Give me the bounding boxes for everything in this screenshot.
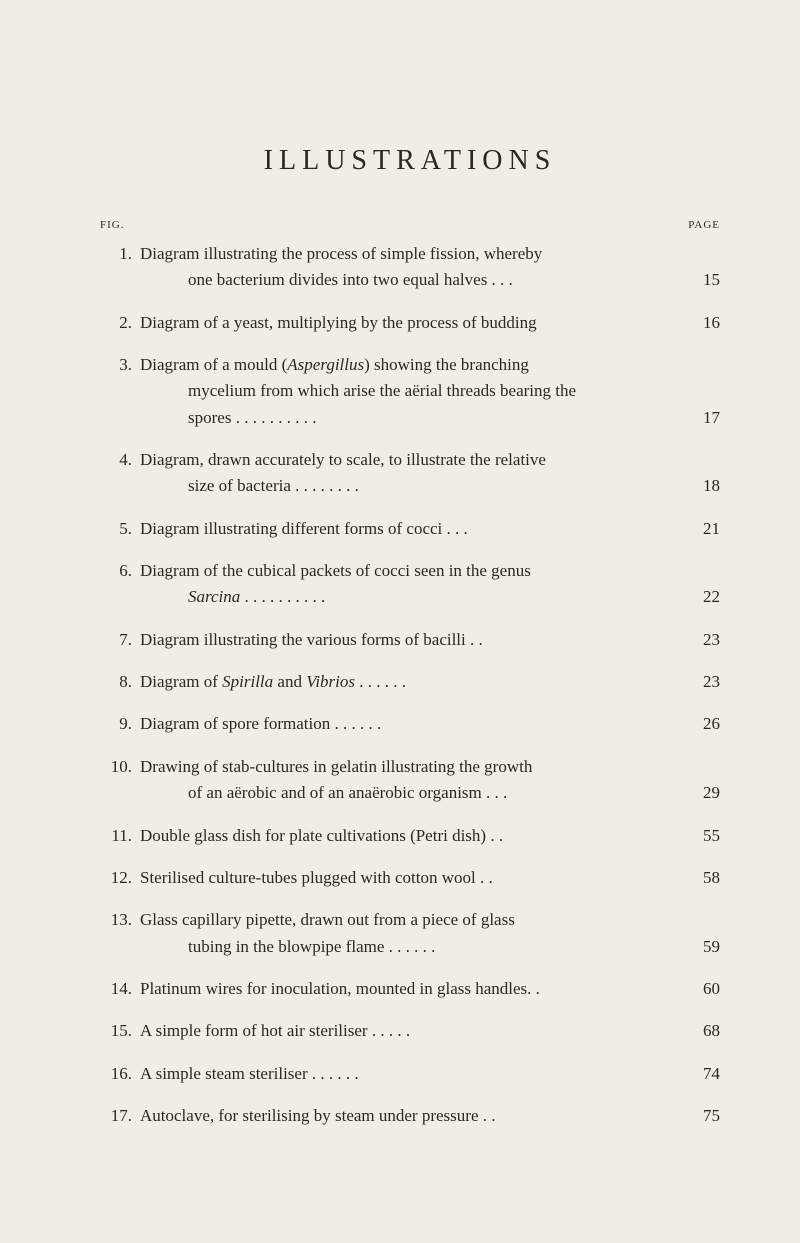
entry-number: 5.: [100, 516, 140, 542]
entry-line: Glass capillary pipette, drawn out from …: [140, 907, 672, 933]
entry-page-number: 55: [686, 823, 720, 849]
entry-text: Diagram illustrating the process of simp…: [140, 241, 686, 294]
list-item: 1.Diagram illustrating the process of si…: [100, 241, 720, 294]
entry-line: Diagram of spore formation . . . . . .: [140, 711, 672, 737]
entry-number: 17.: [100, 1103, 140, 1129]
entry-page-number: 75: [686, 1103, 720, 1129]
entry-text: Autoclave, for sterilising by steam unde…: [140, 1103, 686, 1129]
entry-number: 9.: [100, 711, 140, 737]
list-item: 3.Diagram of a mould (Aspergillus) showi…: [100, 352, 720, 431]
entry-number: 3.: [100, 352, 140, 378]
entry-text: Diagram illustrating the various forms o…: [140, 627, 686, 653]
entry-text: Double glass dish for plate cultivations…: [140, 823, 686, 849]
header-row: FIG. PAGE: [100, 219, 720, 231]
entry-page-number: 16: [686, 310, 720, 336]
entry-line: Sterilised culture-tubes plugged with co…: [140, 865, 672, 891]
entry-line: mycelium from which arise the aërial thr…: [140, 378, 672, 404]
list-item: 8.Diagram of Spirilla and Vibrios . . . …: [100, 669, 720, 695]
entry-page-number: 23: [686, 669, 720, 695]
entry-number: 1.: [100, 241, 140, 267]
entry-line: Diagram illustrating different forms of …: [140, 516, 672, 542]
list-item: 5.Diagram illustrating different forms o…: [100, 516, 720, 542]
entry-line: Double glass dish for plate cultivations…: [140, 823, 672, 849]
entry-line: Diagram of Spirilla and Vibrios . . . . …: [140, 669, 672, 695]
entry-line: Diagram illustrating the various forms o…: [140, 627, 672, 653]
list-item: 2.Diagram of a yeast, multiplying by the…: [100, 310, 720, 336]
entry-line: Diagram of a mould (Aspergillus) showing…: [140, 352, 672, 378]
entry-line: A simple steam steriliser . . . . . .: [140, 1061, 672, 1087]
entry-page-number: 26: [686, 711, 720, 737]
entry-text: Diagram of a mould (Aspergillus) showing…: [140, 352, 686, 431]
entry-text: Glass capillary pipette, drawn out from …: [140, 907, 686, 960]
list-item: 13.Glass capillary pipette, drawn out fr…: [100, 907, 720, 960]
list-item: 10.Drawing of stab-cultures in gelatin i…: [100, 754, 720, 807]
list-item: 7.Diagram illustrating the various forms…: [100, 627, 720, 653]
entry-number: 6.: [100, 558, 140, 584]
entry-number: 14.: [100, 976, 140, 1002]
entry-page-number: 22: [686, 584, 720, 610]
entry-page-number: 18: [686, 473, 720, 499]
entry-line: Autoclave, for sterilising by steam unde…: [140, 1103, 672, 1129]
entry-page-number: 60: [686, 976, 720, 1002]
entry-page-number: 74: [686, 1061, 720, 1087]
entry-page-number: 68: [686, 1018, 720, 1044]
entry-page-number: 23: [686, 627, 720, 653]
entry-line: Sarcina . . . . . . . . . .: [140, 584, 672, 610]
list-item: 11.Double glass dish for plate cultivati…: [100, 823, 720, 849]
entry-line: one bacterium divides into two equal hal…: [140, 267, 672, 293]
entry-line: Platinum wires for inoculation, mounted …: [140, 976, 672, 1002]
entry-line: Diagram illustrating the process of simp…: [140, 241, 672, 267]
entry-number: 8.: [100, 669, 140, 695]
entry-text: Diagram of the cubical packets of cocci …: [140, 558, 686, 611]
list-item: 17.Autoclave, for sterilising by steam u…: [100, 1103, 720, 1129]
entries-list: 1.Diagram illustrating the process of si…: [100, 241, 720, 1129]
entry-text: Diagram illustrating different forms of …: [140, 516, 686, 542]
entry-text: Platinum wires for inoculation, mounted …: [140, 976, 686, 1002]
entry-number: 2.: [100, 310, 140, 336]
entry-line: Drawing of stab-cultures in gelatin illu…: [140, 754, 672, 780]
entry-line: spores . . . . . . . . . .: [140, 405, 672, 431]
entry-page-number: 29: [686, 780, 720, 806]
entry-text: Sterilised culture-tubes plugged with co…: [140, 865, 686, 891]
entry-text: Diagram of Spirilla and Vibrios . . . . …: [140, 669, 686, 695]
entry-line: Diagram of a yeast, multiplying by the p…: [140, 310, 672, 336]
entry-number: 10.: [100, 754, 140, 780]
entry-text: A simple form of hot air steriliser . . …: [140, 1018, 686, 1044]
entry-line: of an aërobic and of an anaërobic organi…: [140, 780, 672, 806]
entry-page-number: 58: [686, 865, 720, 891]
entry-text: Drawing of stab-cultures in gelatin illu…: [140, 754, 686, 807]
list-item: 9.Diagram of spore formation . . . . . .…: [100, 711, 720, 737]
list-item: 12.Sterilised culture-tubes plugged with…: [100, 865, 720, 891]
list-item: 4.Diagram, drawn accurately to scale, to…: [100, 447, 720, 500]
page-header: PAGE: [688, 219, 720, 231]
entry-page-number: 59: [686, 934, 720, 960]
page-title: ILLUSTRATIONS: [100, 145, 720, 177]
entry-text: Diagram of a yeast, multiplying by the p…: [140, 310, 686, 336]
entry-page-number: 15: [686, 267, 720, 293]
entry-text: Diagram, drawn accurately to scale, to i…: [140, 447, 686, 500]
entry-page-number: 21: [686, 516, 720, 542]
entry-line: Diagram, drawn accurately to scale, to i…: [140, 447, 672, 473]
entry-text: A simple steam steriliser . . . . . .: [140, 1061, 686, 1087]
entry-number: 16.: [100, 1061, 140, 1087]
list-item: 14.Platinum wires for inoculation, mount…: [100, 976, 720, 1002]
entry-text: Diagram of spore formation . . . . . .: [140, 711, 686, 737]
entry-page-number: 17: [686, 405, 720, 431]
fig-header: FIG.: [100, 219, 124, 231]
entry-number: 13.: [100, 907, 140, 933]
entry-line: Diagram of the cubical packets of cocci …: [140, 558, 672, 584]
entry-number: 7.: [100, 627, 140, 653]
entry-line: size of bacteria . . . . . . . .: [140, 473, 672, 499]
list-item: 6.Diagram of the cubical packets of cocc…: [100, 558, 720, 611]
list-item: 16.A simple steam steriliser . . . . . .…: [100, 1061, 720, 1087]
entry-number: 4.: [100, 447, 140, 473]
entry-number: 12.: [100, 865, 140, 891]
entry-number: 11.: [100, 823, 140, 849]
list-item: 15.A simple form of hot air steriliser .…: [100, 1018, 720, 1044]
entry-line: A simple form of hot air steriliser . . …: [140, 1018, 672, 1044]
entry-line: tubing in the blowpipe flame . . . . . .: [140, 934, 672, 960]
entry-number: 15.: [100, 1018, 140, 1044]
page-container: ILLUSTRATIONS FIG. PAGE 1.Diagram illust…: [0, 0, 800, 1205]
